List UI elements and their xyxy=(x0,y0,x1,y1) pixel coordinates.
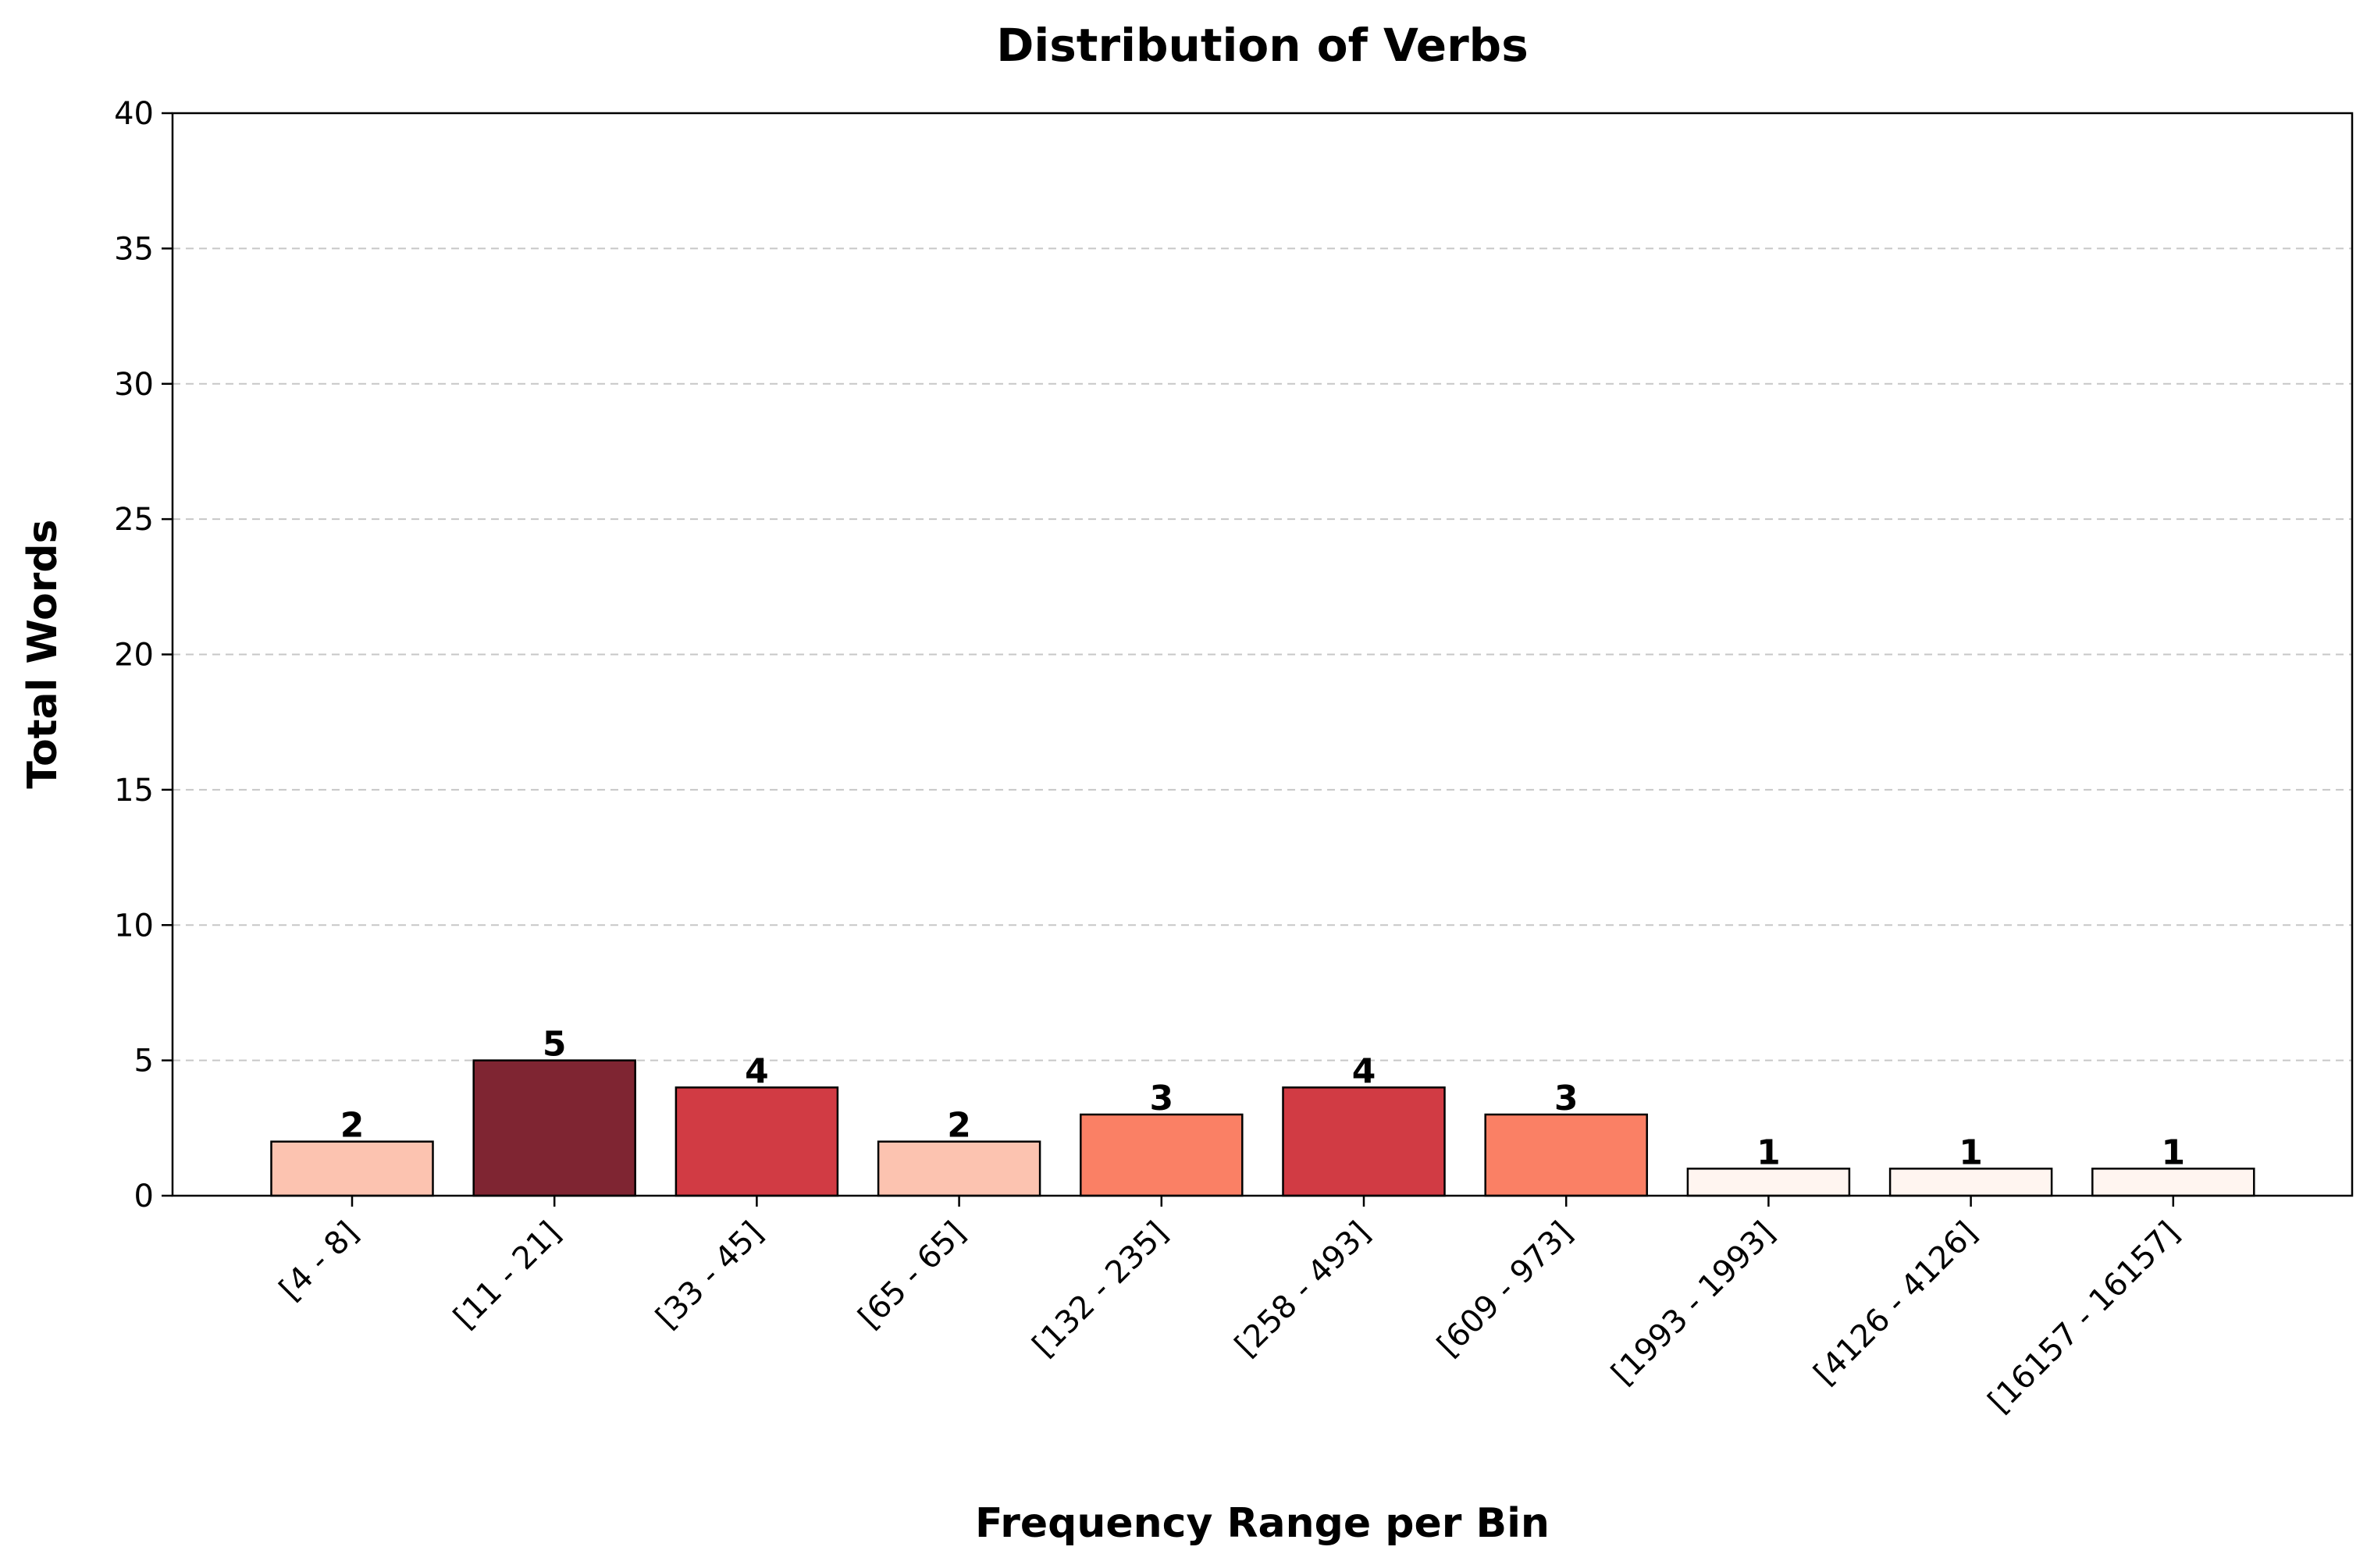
y-tick-label: 30 xyxy=(114,367,154,403)
bar-value-label: 4 xyxy=(745,1051,769,1091)
bar xyxy=(1686,1168,1851,1197)
gridlines xyxy=(173,247,2352,1061)
bar-value-label: 4 xyxy=(1352,1051,1376,1091)
bar xyxy=(877,1140,1041,1197)
bar xyxy=(674,1086,839,1197)
bar xyxy=(1080,1113,1244,1197)
bar-value-label: 1 xyxy=(1756,1132,1781,1172)
bar xyxy=(270,1140,434,1197)
chart-title: Distribution of Verbs xyxy=(996,19,1528,72)
y-tick-label: 40 xyxy=(114,96,154,132)
bar xyxy=(472,1059,636,1197)
y-tick-label: 20 xyxy=(114,638,154,674)
value-labels: 2 5 4 2 3 4 3 1 1 1 xyxy=(340,1025,2185,1173)
y-tick-label: 25 xyxy=(114,502,154,538)
bar xyxy=(1484,1113,1648,1197)
bar-value-label: 5 xyxy=(543,1025,567,1065)
bar-value-label: 3 xyxy=(1554,1079,1579,1118)
bar xyxy=(1888,1168,2053,1197)
y-tick-label: 10 xyxy=(114,908,154,944)
bar-value-label: 1 xyxy=(1959,1132,1983,1172)
x-axis-label: Frequency Range per Bin xyxy=(975,1500,1550,1547)
bar-value-label: 2 xyxy=(947,1106,971,1146)
y-axis-label: Total Words xyxy=(20,519,66,788)
bars xyxy=(270,1059,2255,1197)
y-axis-ticks: 0 5 10 15 20 25 30 35 40 xyxy=(114,96,173,1214)
bar xyxy=(1282,1086,1446,1197)
y-tick-label: 35 xyxy=(114,231,154,267)
y-tick-label: 15 xyxy=(114,773,154,809)
bar-value-label: 3 xyxy=(1149,1079,1173,1118)
y-tick-label: 0 xyxy=(134,1179,154,1214)
bar-value-label: 2 xyxy=(340,1106,365,1146)
y-tick-label: 5 xyxy=(134,1044,154,1079)
bar xyxy=(2091,1168,2255,1197)
bar-value-label: 1 xyxy=(2161,1132,2185,1172)
